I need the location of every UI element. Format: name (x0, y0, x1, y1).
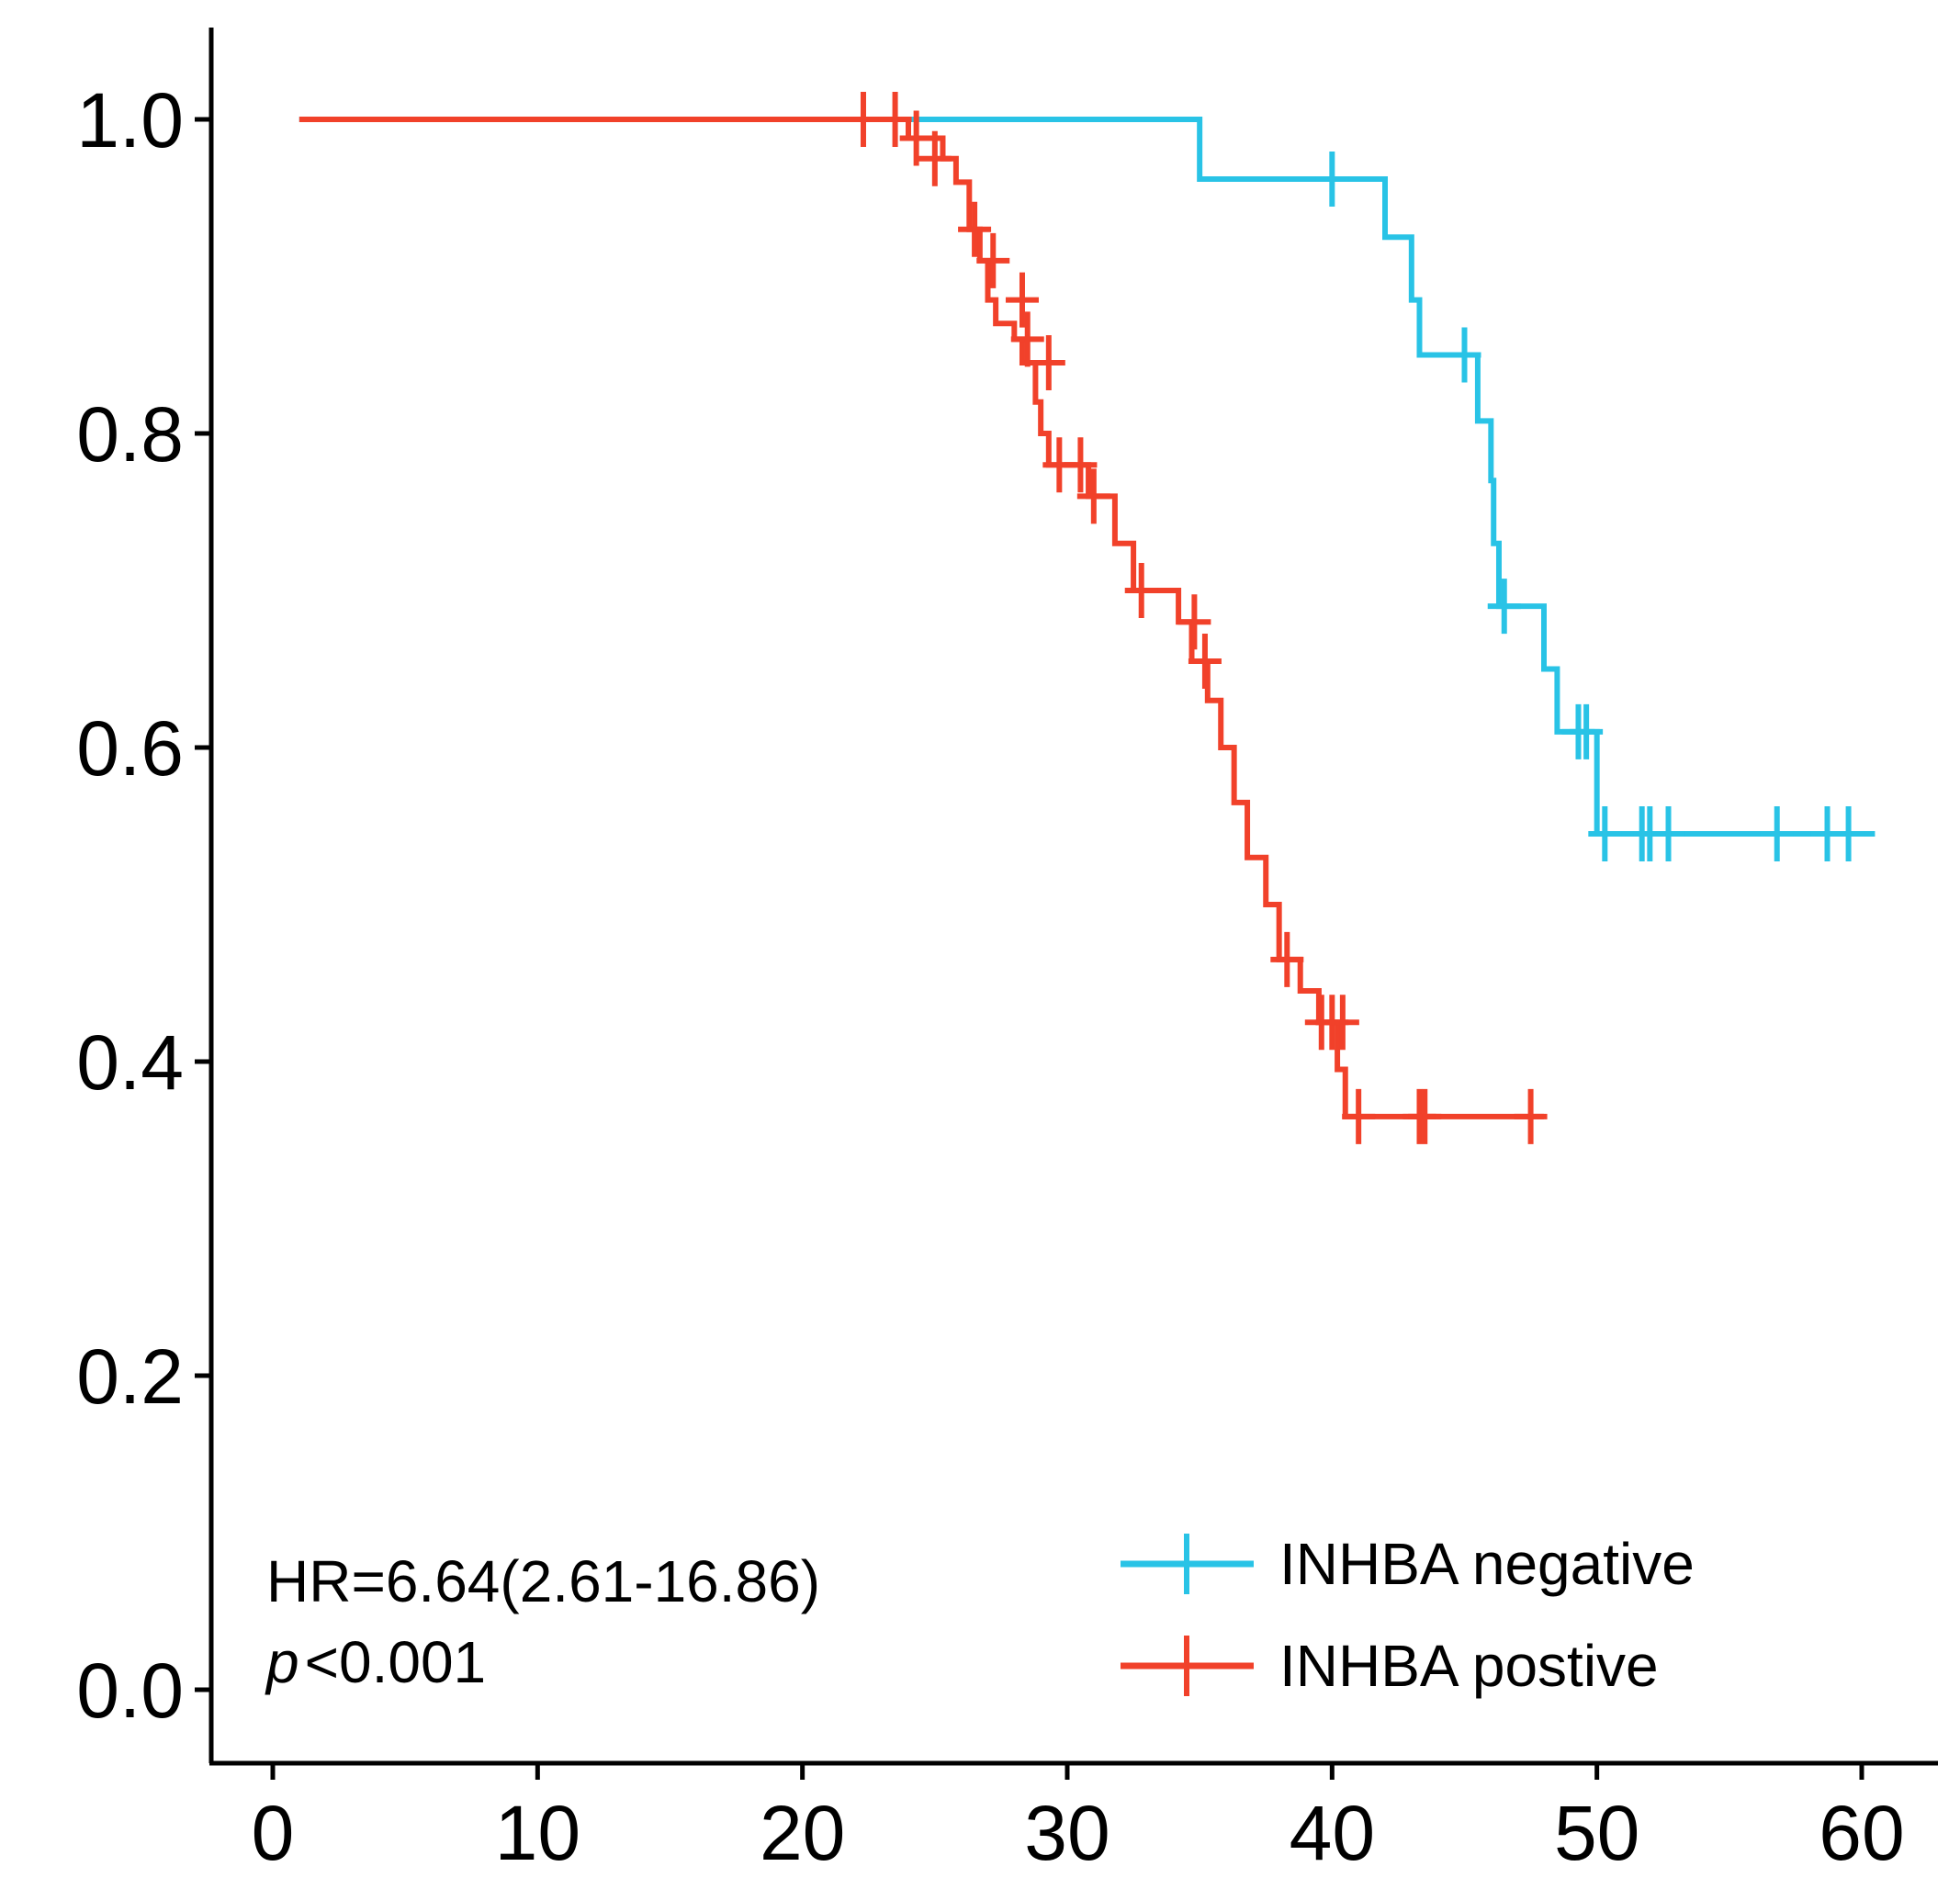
x-tick-label: 10 (495, 1790, 580, 1876)
p-value: <0.001 (305, 1629, 487, 1695)
y-tick-label: 1.0 (76, 77, 184, 163)
series-layer (299, 92, 1876, 1144)
legend-item-negative: INHBA negative (1121, 1531, 1695, 1597)
p-value-annotation: p<0.001 (265, 1629, 486, 1695)
x-tick-label: 0 (252, 1790, 295, 1876)
x-tick-label: 20 (760, 1790, 845, 1876)
series-positive (299, 92, 1548, 1144)
x-tick-label: 50 (1554, 1790, 1639, 1876)
legend: INHBA negative INHBA postive (1121, 1531, 1695, 1699)
survival-curve-negative (299, 117, 1876, 838)
hr-annotation: HR=6.64(2.61-16.86) (266, 1548, 820, 1614)
x-ticks: 0 10 20 30 40 50 60 (252, 1763, 1905, 1876)
y-tick-label: 0.4 (76, 1019, 184, 1106)
legend-item-positive: INHBA postive (1121, 1633, 1659, 1699)
y-tick-label: 0.8 (76, 391, 184, 478)
y-ticks: 0.0 0.2 0.4 0.6 0.8 1.0 (76, 77, 211, 1734)
y-tick-label: 0.0 (76, 1647, 184, 1734)
x-tick-label: 40 (1290, 1790, 1375, 1876)
survival-curve-positive (299, 117, 1544, 1119)
y-tick-label: 0.6 (76, 705, 184, 792)
p-symbol: p (265, 1629, 299, 1695)
legend-label-positive: INHBA postive (1279, 1633, 1659, 1699)
series-negative (299, 117, 1876, 862)
x-tick-label: 30 (1024, 1790, 1110, 1876)
axes (208, 28, 1938, 1766)
legend-label-negative: INHBA negative (1279, 1531, 1695, 1597)
x-tick-label: 60 (1819, 1790, 1904, 1876)
y-tick-label: 0.2 (76, 1333, 184, 1420)
